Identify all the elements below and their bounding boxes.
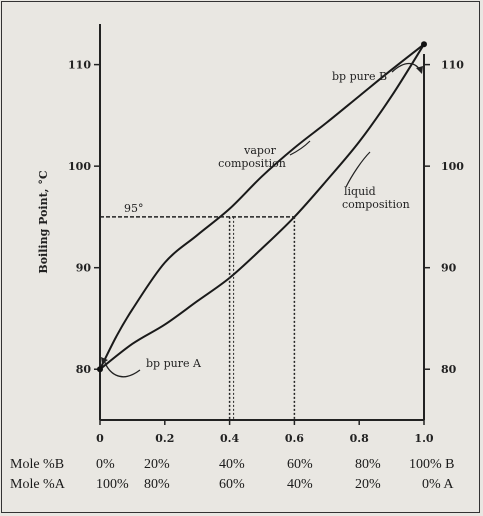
bp-pure-b-arrowhead: [416, 66, 423, 74]
mole-b-value: 80%: [355, 457, 381, 472]
bp-pure-b-point: [421, 41, 427, 48]
mole-b-row-label: Mole %B: [10, 457, 65, 472]
mole-b-value: 60%: [287, 457, 313, 472]
y-tick-label-left: 80: [76, 363, 92, 376]
y-tick-label-right: 110: [441, 59, 464, 72]
liquid-curve: [99, 43, 425, 371]
x-tick-label: 0.6: [285, 432, 304, 445]
y-tick-label-right: 90: [441, 262, 457, 275]
vapor-label-pointer: [289, 140, 311, 156]
mole-a-value: 40%: [287, 477, 313, 492]
mole-a-value: 100%: [96, 477, 129, 492]
liquid-label: liquid: [344, 185, 376, 198]
y-tick-label-left: 90: [76, 262, 92, 275]
bp-pure-a-label: bp pure A: [146, 357, 202, 370]
x-tick-label: 0: [96, 432, 104, 445]
x-tick-label: 1.0: [414, 432, 433, 445]
mole-a-value: 0% A: [422, 477, 454, 492]
y-tick-label-left: 110: [68, 59, 91, 72]
x-tick-label: 0.2: [155, 432, 174, 445]
vapor-label: vapor: [243, 144, 276, 157]
y-tick-label-right: 80: [441, 363, 457, 376]
mole-a-row-label: Mole %A: [10, 477, 65, 492]
vapor-label: composition: [218, 157, 286, 170]
mole-a-value: 20%: [355, 477, 381, 492]
temperature-line-label: 95°: [124, 202, 144, 215]
mole-a-value: 80%: [144, 477, 170, 492]
mole-a-value: 60%: [219, 477, 245, 492]
y-axis-title: Boiling Point, °C: [37, 170, 50, 273]
liquid-label-pointer: [345, 151, 371, 188]
y-tick-label-right: 100: [441, 160, 464, 173]
vapor-curve: [99, 43, 425, 370]
mole-b-value: 0%: [96, 457, 115, 472]
bp-pure-a-arrow: [103, 359, 141, 378]
x-tick-label: 0.8: [350, 432, 369, 445]
bp-pure-a-arrowhead: [101, 357, 108, 364]
liquid-label: composition: [342, 198, 410, 211]
mole-b-value: 20%: [144, 457, 170, 472]
y-tick-label-left: 100: [68, 160, 91, 173]
bp-pure-a-point: [97, 366, 103, 373]
bp-pure-b-label: bp pure B: [332, 70, 387, 83]
x-tick-label: 0.4: [220, 432, 239, 445]
mole-b-value: 40%: [219, 457, 245, 472]
mole-b-value: 100% B: [409, 457, 455, 472]
